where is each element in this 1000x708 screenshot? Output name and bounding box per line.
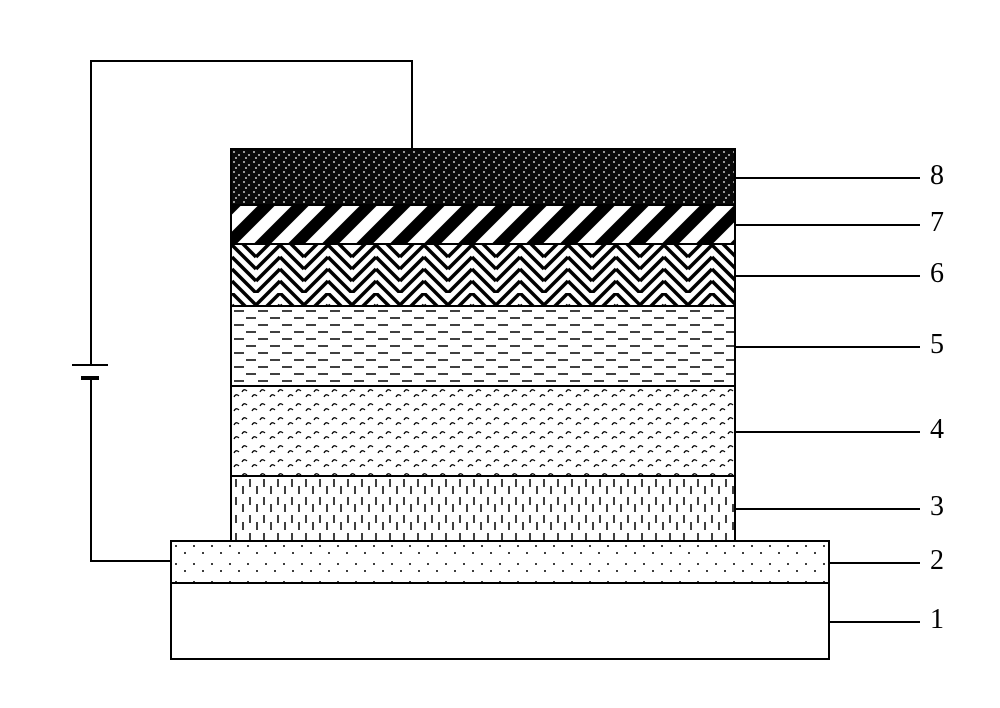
layer-2 xyxy=(170,540,830,584)
diagram-stage: 1 2 3 4 5 6 7 8 xyxy=(0,0,1000,708)
layer-4 xyxy=(230,385,736,477)
label-8: 8 xyxy=(930,160,944,192)
leader-3 xyxy=(736,508,920,510)
label-3: 3 xyxy=(930,491,944,523)
leader-1 xyxy=(830,621,920,623)
label-4: 4 xyxy=(930,414,944,446)
wire-bottom-run xyxy=(90,560,170,562)
leader-7 xyxy=(736,224,920,226)
wire-top-stub xyxy=(411,60,413,148)
layer-8 xyxy=(230,148,736,206)
wire-top-run xyxy=(90,60,413,62)
label-7: 7 xyxy=(930,207,944,239)
leader-4 xyxy=(736,431,920,433)
label-2: 2 xyxy=(930,545,944,577)
wire-left-lower xyxy=(90,380,92,560)
layer-3 xyxy=(230,475,736,542)
label-1: 1 xyxy=(930,604,944,636)
wire-left-upper xyxy=(90,60,92,364)
layer-7 xyxy=(230,204,736,245)
layer-6 xyxy=(230,243,736,307)
label-6: 6 xyxy=(930,258,944,290)
layer-1 xyxy=(170,582,830,660)
leader-6 xyxy=(736,275,920,277)
leader-2 xyxy=(830,562,920,564)
battery-long-plate xyxy=(72,364,108,366)
layer-5 xyxy=(230,305,736,387)
leader-5 xyxy=(736,346,920,348)
leader-8 xyxy=(736,177,920,179)
label-5: 5 xyxy=(930,329,944,361)
